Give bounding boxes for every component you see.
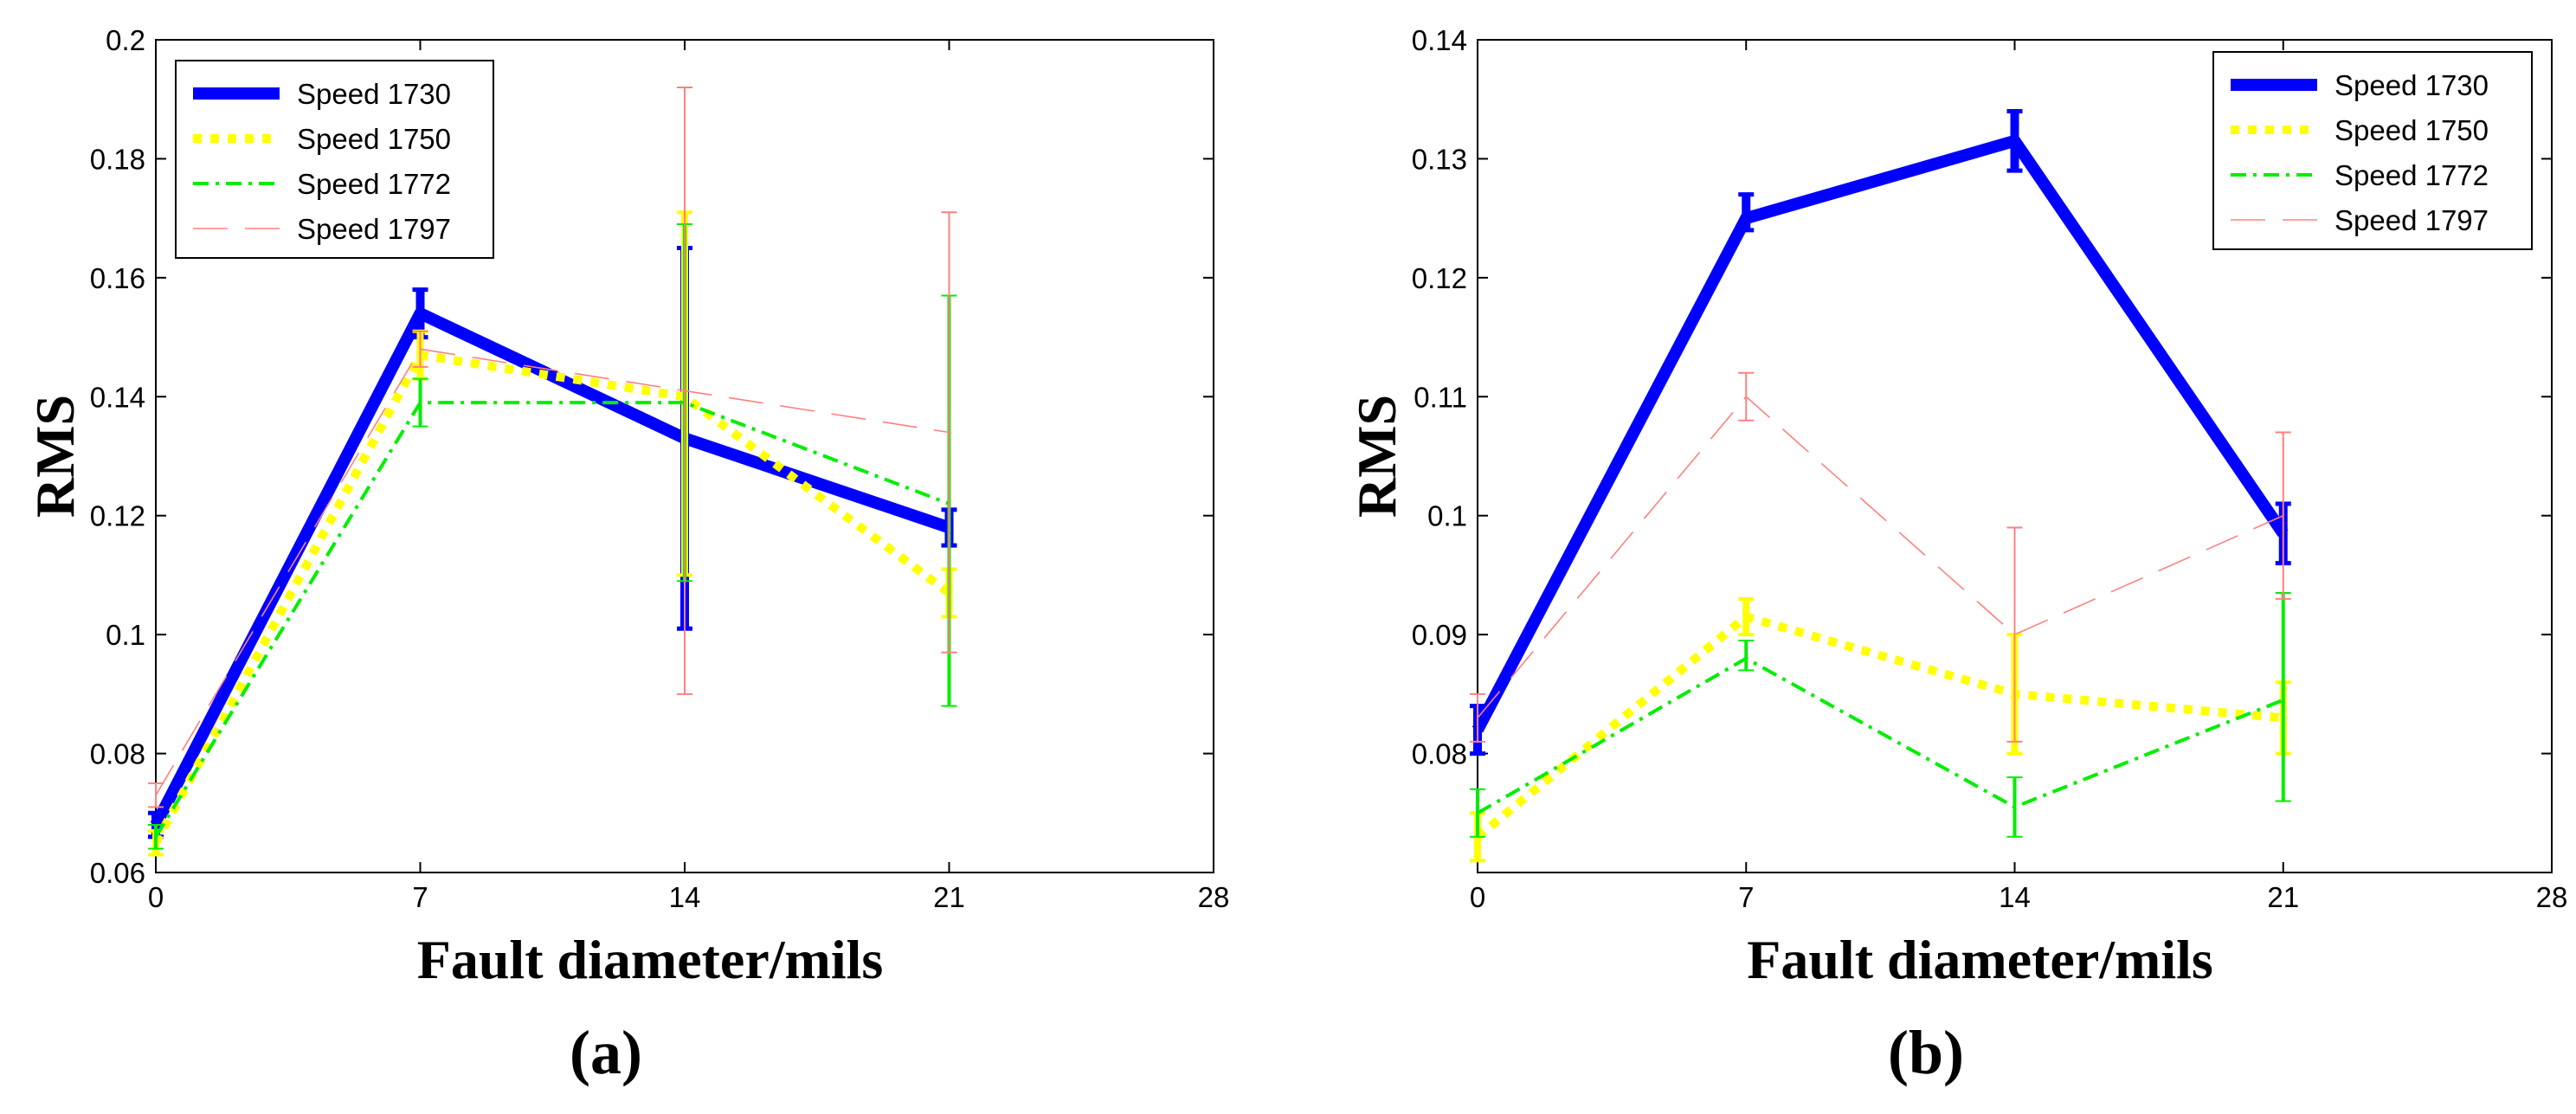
y-axis-label: RMS: [24, 395, 86, 518]
y-tick-label: 0.16: [90, 262, 145, 294]
legend: Speed 1730 Speed 1750 Speed 1772 Speed 1797: [175, 60, 494, 259]
x-tick-label: 7: [1738, 881, 1754, 913]
legend-label: Speed 1797: [2334, 204, 2489, 236]
series-line: [1474, 612, 2284, 840]
y-tick-label: 0.09: [1412, 619, 1467, 651]
legend-label: Speed 1797: [297, 213, 451, 245]
x-axis-label: Fault diameter/mils: [417, 929, 884, 990]
y-tick-label: 0.11: [1414, 381, 1467, 413]
x-tick-label: 7: [412, 881, 428, 913]
y-tick-label: 0.2: [106, 24, 145, 56]
y-tick-label: 0.12: [90, 500, 145, 532]
chart-caption: (b): [1888, 1018, 1964, 1087]
chart-caption: (a): [570, 1018, 642, 1087]
series-line: [155, 348, 950, 796]
y-tick-label: 0.06: [90, 857, 145, 889]
y-tick-label: 0.1: [1427, 500, 1467, 532]
legend-label: Speed 1772: [2334, 159, 2489, 191]
x-tick-label: 28: [2536, 881, 2568, 913]
legend-label: Speed 1750: [297, 123, 451, 155]
series-line: [1477, 396, 2284, 718]
y-tick-label: 0.12: [1412, 262, 1467, 294]
y-tick-label: 0.14: [1412, 24, 1467, 56]
series-line: [1477, 656, 2284, 815]
legend-label: Speed 1730: [2334, 69, 2489, 101]
series-line: [1472, 134, 2289, 733]
y-tick-label: 0.08: [1412, 738, 1467, 770]
x-tick-label: 14: [1999, 881, 2031, 913]
y-axis-label: RMS: [1346, 395, 1407, 518]
x-tick-label: 28: [1198, 881, 1230, 913]
x-axis-label: Fault diameter/mils: [1747, 929, 2213, 990]
chart-a: 0 7 14 21 28 0.06 0.08 0.1 0.12 0.14 0.16 0.18 0.2 Fa…: [24, 24, 1229, 1087]
y-tick-label: 0.08: [90, 738, 145, 770]
y-tick-label: 0.14: [90, 381, 145, 413]
legend-label: Speed 1750: [2334, 114, 2489, 146]
x-tick-label: 21: [933, 881, 965, 913]
x-tick-label: 14: [669, 881, 701, 913]
series-line: [154, 401, 950, 838]
y-tick-label: 0.18: [90, 143, 145, 175]
series-line: [151, 351, 952, 846]
legend: Speed 1730 Speed 1750 Speed 1772 Speed 1797: [2212, 51, 2533, 250]
y-tick-label: 0.1: [106, 619, 145, 651]
x-tick-label: 0: [148, 881, 164, 913]
series-speed-1797: [148, 86, 957, 808]
legend-label: Speed 1730: [297, 78, 451, 110]
chart-b: 0 7 14 21 28 0.08 0.09 0.1 0.11 0.12 0.13 0.14 Fault…: [1346, 24, 2567, 1087]
series-speed-1797: [1470, 371, 2291, 743]
series-speed-1772: [1470, 592, 2291, 838]
x-tick-label: 21: [2267, 881, 2299, 913]
legend-label: Speed 1772: [297, 168, 451, 200]
series-line: [150, 307, 951, 828]
y-tick-label: 0.13: [1412, 143, 1467, 175]
x-tick-label: 0: [1470, 881, 1485, 913]
